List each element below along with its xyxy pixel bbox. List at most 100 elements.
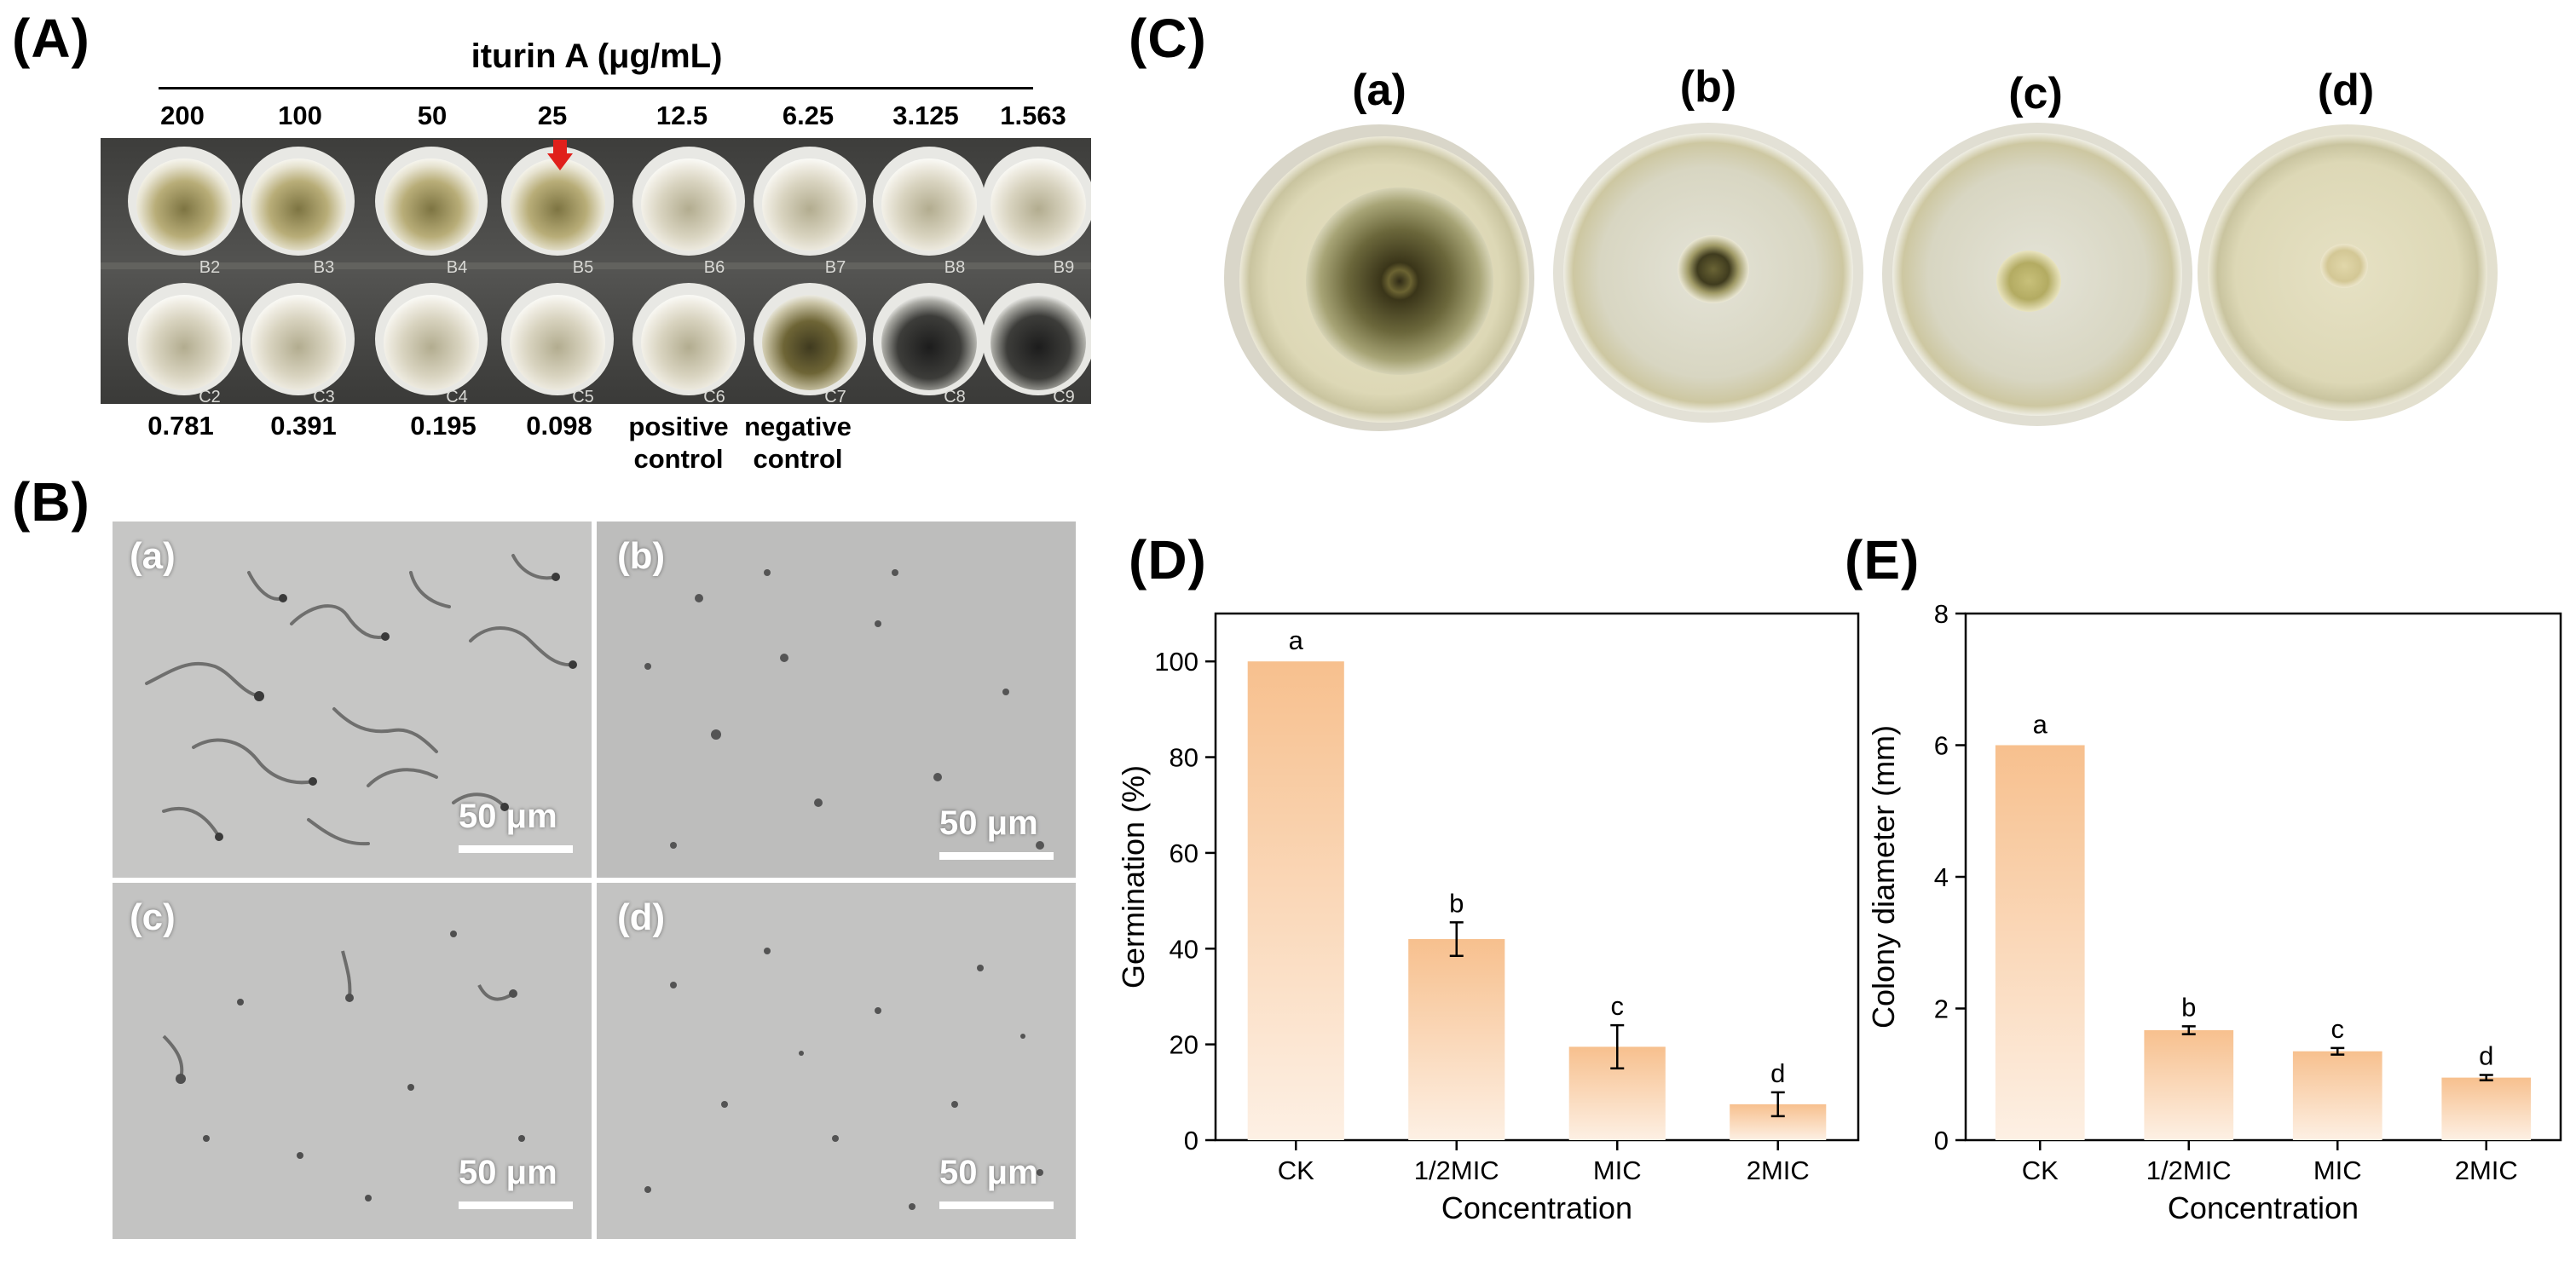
y-tick-label: 0 <box>1934 1126 1949 1155</box>
concentration-label: 3.125 <box>892 101 959 130</box>
well-liquid <box>136 158 232 251</box>
scale-bar-b <box>939 852 1054 860</box>
well-row-bottom <box>128 283 1091 395</box>
significance-letter: c <box>1611 991 1625 1021</box>
y-tick-label: 60 <box>1170 838 1198 868</box>
concentration-label: 100 <box>278 101 322 130</box>
x-axis-label: Concentration <box>2168 1190 2359 1225</box>
colony-diameter-chart: 0 2 4 6 8 CK a 1/2MIC b MIC c 2MIC d Concentration Col… <box>1866 599 2562 1225</box>
concentration-label: 0.781 <box>147 411 214 441</box>
scale-bar-c <box>459 1201 573 1209</box>
well-id: B7 <box>825 258 846 277</box>
significance-letter: c <box>2331 1014 2345 1044</box>
well-id-labels: B2 C2 B3 C3 B4 C4 B5 C5 B6 C6 B7 C7 B8 C8 B9 C9 <box>199 258 1075 404</box>
x-tick-label: 2MIC <box>1747 1155 1810 1185</box>
well-liquid <box>251 295 346 390</box>
micrograph-label-b: (b) <box>617 535 666 577</box>
well-liquid <box>762 295 858 390</box>
y-tick-label: 4 <box>1934 862 1949 892</box>
panel-label-e: (E) <box>1845 529 1920 591</box>
bar <box>1995 745 2085 1140</box>
micrograph-b <box>597 522 1076 878</box>
concentration-label: 0.195 <box>410 411 477 441</box>
well-id: B6 <box>704 258 725 277</box>
negative-control-line1: negative <box>744 412 852 441</box>
iturin-title-rule <box>159 87 1033 89</box>
bar <box>2441 1077 2532 1140</box>
well-liquid <box>510 158 605 251</box>
concentration-label: 0.391 <box>270 411 337 441</box>
well-id: B9 <box>1054 258 1074 277</box>
scale-bar-d <box>939 1201 1054 1209</box>
positive-control-label: positive control <box>628 411 728 475</box>
micrograph-label-c: (c) <box>130 896 176 938</box>
panel-label-b: (B) <box>12 471 90 533</box>
plot-frame <box>1214 612 1860 1142</box>
micrograph-label-a: (a) <box>130 535 176 577</box>
well-id: C5 <box>572 388 594 404</box>
well-liquid <box>881 158 977 251</box>
positive-control-line1: positive <box>628 412 729 441</box>
panel-label-d: (D) <box>1129 529 1207 591</box>
y-tick-label: 6 <box>1934 731 1949 761</box>
panel-label-c: (C) <box>1129 8 1207 69</box>
scale-bar-a <box>459 845 573 853</box>
well-liquid <box>251 158 346 251</box>
concentration-label: 25 <box>537 101 568 130</box>
iturin-title: iturin A (μg/mL) <box>471 37 723 75</box>
significance-letter: d <box>1770 1058 1785 1088</box>
negative-control-label: negative control <box>744 411 852 475</box>
positive-control-line2: control <box>633 444 724 474</box>
panel-label-a: (A) <box>12 8 90 69</box>
scale-bar-text-d: 50 μm <box>939 1154 1038 1191</box>
y-tick-label: 20 <box>1170 1030 1198 1060</box>
x-tick-label: CK <box>2022 1155 2059 1185</box>
negative-control-line2: control <box>753 444 843 474</box>
x-tick-label: MIC <box>1593 1155 1642 1185</box>
bar <box>2292 1051 2383 1140</box>
y-tick-label: 100 <box>1154 647 1198 677</box>
microplate-photo: B2 C2 B3 C3 B4 C4 B5 C5 B6 C6 B7 C7 B8 C8 B9 C9 <box>101 138 1091 404</box>
spores-drawing <box>644 948 1043 1210</box>
significance-letter: b <box>2181 992 2196 1022</box>
significance-letter: b <box>1449 888 1464 918</box>
bar <box>1408 939 1505 1140</box>
well-liquid <box>881 295 977 390</box>
well-liquid <box>384 158 479 251</box>
spores-drawing <box>644 569 1044 850</box>
x-tick-label: CK <box>1278 1155 1314 1185</box>
well-id: C2 <box>199 388 221 404</box>
well-row-top <box>128 147 1091 256</box>
x-axis-label: Concentration <box>1441 1190 1632 1225</box>
concentration-label: 6.25 <box>782 101 835 130</box>
micrograph-label-d: (d) <box>617 896 666 938</box>
petri-dish-a <box>1224 124 1534 431</box>
y-axis-label: Colony diameter (mm) <box>1866 725 1901 1029</box>
hyphae-drawing <box>145 554 577 846</box>
well-liquid <box>991 295 1086 390</box>
well-liquid <box>510 295 605 390</box>
y-tick-label: 40 <box>1170 934 1198 964</box>
significance-letter: a <box>2033 710 2048 740</box>
well-id: C4 <box>446 388 468 404</box>
y-tick-label: 80 <box>1170 743 1198 773</box>
x-tick-label: 2MIC <box>2455 1155 2518 1185</box>
spores-drawing <box>162 931 525 1201</box>
well-liquid <box>136 295 232 390</box>
concentration-label: 12.5 <box>656 101 708 130</box>
scale-bar-text-c: 50 μm <box>459 1154 557 1191</box>
petri-dish-c <box>1882 123 2192 426</box>
petri-dish-d <box>2198 124 2498 421</box>
bar <box>2144 1029 2234 1140</box>
well-liquid <box>384 295 479 390</box>
concentration-label: 0.098 <box>526 411 592 441</box>
well-id: B8 <box>944 258 965 277</box>
micrograph-grid <box>113 522 1076 1239</box>
scale-bar-text-b: 50 μm <box>939 804 1038 842</box>
well-id: C9 <box>1053 388 1075 404</box>
well-id: C8 <box>944 388 966 404</box>
significance-letter: a <box>1289 625 1304 655</box>
petri-dish-photos <box>1224 123 2498 431</box>
well-liquid <box>991 158 1086 251</box>
